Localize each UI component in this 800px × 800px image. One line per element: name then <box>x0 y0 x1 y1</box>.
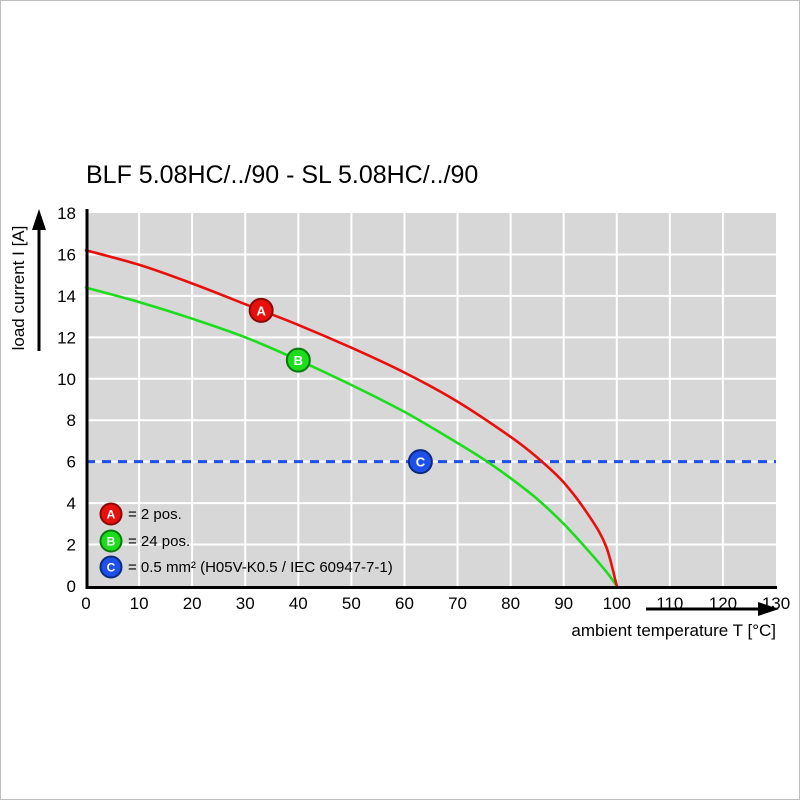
svg-text:= 0.5 mm² (H05V-K0.5 / IEC 609: = 0.5 mm² (H05V-K0.5 / IEC 60947-7-1) <box>128 559 393 576</box>
x-axis-label: ambient temperature T [°C] <box>571 621 776 640</box>
svg-text:14: 14 <box>57 287 76 306</box>
svg-text:30: 30 <box>236 594 255 613</box>
svg-text:90: 90 <box>554 594 573 613</box>
marker-A: A <box>248 297 274 323</box>
svg-text:16: 16 <box>57 245 76 264</box>
legend-item-B: B = 24 pos. <box>99 529 190 553</box>
plot-area <box>86 213 776 586</box>
svg-text:100: 100 <box>603 594 631 613</box>
svg-text:0: 0 <box>81 594 90 613</box>
svg-text:A: A <box>107 508 116 522</box>
svg-text:4: 4 <box>67 494 76 513</box>
svg-text:10: 10 <box>130 594 149 613</box>
svg-text:B: B <box>294 353 303 368</box>
x-axis-arrow <box>646 602 779 616</box>
svg-text:50: 50 <box>342 594 361 613</box>
svg-text:12: 12 <box>57 328 76 347</box>
svg-text:20: 20 <box>183 594 202 613</box>
y-axis-arrow <box>32 209 46 351</box>
svg-text:60: 60 <box>395 594 414 613</box>
svg-text:B: B <box>107 535 116 549</box>
y-tick-labels: 0 2 4 6 8 10 12 14 16 18 <box>57 204 76 596</box>
svg-text:2: 2 <box>67 536 76 555</box>
grid <box>86 213 776 586</box>
svg-text:= 2 pos.: = 2 pos. <box>128 506 182 523</box>
legend: A = 2 pos. B = 24 pos. C = 0.5 mm² (H05V-K0.5… <box>99 502 393 579</box>
y-axis-label: load current I [A] <box>9 225 28 351</box>
marker-B: B <box>285 347 311 373</box>
svg-text:= 24 pos.: = 24 pos. <box>128 533 190 550</box>
svg-text:70: 70 <box>448 594 467 613</box>
svg-text:C: C <box>107 561 116 575</box>
svg-text:18: 18 <box>57 204 76 223</box>
svg-text:10: 10 <box>57 370 76 389</box>
curve-B <box>84 286 619 588</box>
svg-text:80: 80 <box>501 594 520 613</box>
svg-text:A: A <box>256 303 266 318</box>
svg-text:C: C <box>416 455 426 470</box>
svg-text:6: 6 <box>67 453 76 472</box>
legend-item-C: C = 0.5 mm² (H05V-K0.5 / IEC 60947-7-1) <box>99 555 393 579</box>
marker-C: C <box>407 449 433 475</box>
legend-item-A: A = 2 pos. <box>99 502 182 526</box>
chart-title: BLF 5.08HC/../90 - SL 5.08HC/../90 <box>86 161 479 189</box>
svg-text:40: 40 <box>289 594 308 613</box>
svg-text:0: 0 <box>67 577 76 596</box>
axes <box>85 209 777 589</box>
svg-text:8: 8 <box>67 411 76 430</box>
curve-A <box>84 249 619 588</box>
